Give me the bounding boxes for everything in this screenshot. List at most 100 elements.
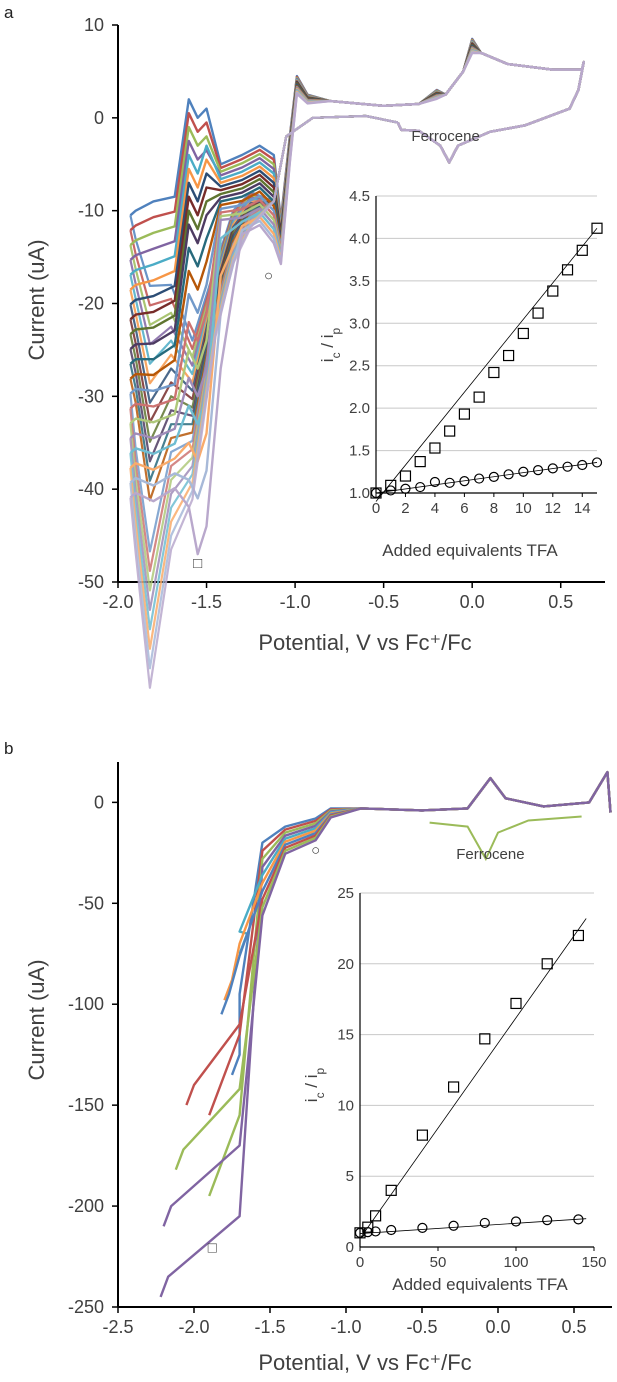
inset-b-fit-line-0: [359, 918, 587, 1239]
inset-b-ytick-label: 10: [337, 1097, 354, 1114]
inset-a-square-point: [399, 470, 412, 482]
chart-a-ytick-label: -50: [78, 572, 104, 592]
chart-b-xtick-label: -0.5: [406, 1317, 437, 1337]
inset-a-square-point: [488, 366, 500, 379]
chart-a-xtick-label: -0.5: [368, 592, 399, 612]
inset-b-bg: [360, 883, 614, 1251]
inset-b-ytick-label: 15: [337, 1027, 354, 1044]
inset-a-ytick-label: 1.0: [349, 485, 370, 502]
inset-b-circle-point: [370, 1226, 381, 1237]
inset-a-square-point: [547, 285, 559, 297]
chart-b-xtick-label: -1.0: [330, 1317, 361, 1337]
inset-b-ylabel: ic / ip: [302, 1067, 327, 1102]
inset-a-ylabel: ic / ip: [318, 327, 343, 362]
chart-b-annotation: Ferrocene: [456, 846, 524, 863]
inset-a-square-point: [414, 456, 426, 468]
inset-a-circle-point: [429, 476, 441, 488]
chart-a-series-20: [129, 51, 585, 556]
inset-b-square-point: [479, 1033, 491, 1045]
inset-b-circle-point: [542, 1214, 553, 1226]
inset-a-fit-line-1: [375, 462, 598, 494]
chart-a-ylabel: Current (uA): [24, 239, 49, 360]
inset-a-xtick-label: 8: [490, 500, 498, 517]
chart-b-annotation: □: [208, 1240, 217, 1257]
chart-a-inset: 1.0 1.5 2.0 2.5 3.0 3.5 4.0 4.5 0 2 4 6 8 10 12 14: [349, 186, 617, 517]
inset-b-square-point: [385, 1184, 397, 1196]
chart-b-xtick-label: -2.0: [178, 1317, 209, 1337]
inset-b-xtick-label: 150: [581, 1254, 606, 1271]
inset-a-ytick-label: 2.5: [349, 358, 370, 375]
inset-b-square-point: [416, 1129, 428, 1141]
chart-b-xtick-label: -1.5: [254, 1317, 285, 1337]
inset-a-ytick-label: 4.0: [349, 230, 370, 247]
panel-a-label: a: [4, 3, 14, 22]
inset-a-circle-point: [577, 459, 588, 471]
inset-a-xtick-label: 6: [460, 500, 468, 517]
chart-a-return-20: [129, 114, 399, 689]
chart-b-ytick-label: -250: [68, 1297, 104, 1317]
inset-b-xtick-label: 100: [503, 1254, 528, 1271]
chart-b-ferrocene-return: [429, 815, 582, 862]
inset-a-ytick-label: 2.0: [349, 400, 370, 417]
chart-a-ytick-label: -20: [78, 294, 104, 314]
inset-a-square-point: [385, 479, 397, 491]
inset-a-ytick-label: 1.5: [349, 443, 370, 460]
chart-a-ytick-label: -30: [78, 386, 104, 406]
inset-a-xtick-label: 14: [574, 500, 591, 517]
chart-a-annotation: ○: [264, 267, 273, 284]
inset-a-ytick-label: 4.5: [349, 188, 370, 205]
inset-a-ytick-label: 3.5: [349, 273, 370, 290]
chart-a-xtick-label: -1.5: [191, 592, 222, 612]
inset-a-square-point: [503, 349, 515, 362]
inset-a-square-point: [576, 244, 588, 256]
inset-a-circle-point: [532, 464, 544, 476]
inset-a-xtick-label: 4: [431, 500, 439, 517]
inset-a-circle-point: [547, 463, 558, 474]
inset-b-ytick-label: 5: [346, 1168, 354, 1185]
inset-b-square-point: [370, 1210, 382, 1222]
chart-b-xlabel: Potential, V vs Fc⁺/Fc: [258, 1350, 471, 1375]
chart-a-xtick-label: 0.5: [548, 592, 573, 612]
chart-a-xtick-label: -1.0: [280, 592, 311, 612]
inset-a-xtick-label: 12: [544, 500, 561, 517]
inset-b-square-point: [541, 958, 553, 970]
inset-a-circle-point: [370, 487, 382, 499]
inset-a-square-point: [591, 222, 603, 234]
inset-b-fit-line-1: [359, 1218, 587, 1234]
inset-b-circle-point: [354, 1227, 366, 1238]
inset-a-xtick-label: 0: [372, 500, 380, 517]
inset-a-circle-point: [503, 469, 514, 480]
inset-b-circle-point: [510, 1216, 522, 1227]
inset-b-circle-point: [362, 1227, 373, 1238]
chart-b-xtick-label: -2.5: [102, 1317, 133, 1337]
inset-a-bg: [376, 186, 617, 497]
inset-b-square-point: [510, 997, 522, 1010]
inset-a-ytick-label: 3.0: [349, 315, 370, 332]
inset-a-circle-point: [385, 485, 396, 496]
inset-a-square-point: [561, 264, 574, 276]
inset-a-circle-point: [415, 481, 426, 493]
inset-b-ytick-label: 20: [337, 956, 354, 973]
inset-a-circle-point: [444, 477, 455, 488]
inset-a-circle-point: [459, 476, 470, 487]
chart-b: -2.5 -2.0 -1.5 -1.0 -0.5 0.0 0.5 -250 -200 -150 -1…: [68, 762, 614, 1337]
chart-a: -2.0 -1.5 -1.0 -0.5 0.0 0.5 -50 -40 -30 -20 -10 0 10…: [78, 15, 617, 689]
inset-b-circle-point: [573, 1214, 584, 1225]
chart-b-series-10: [162, 770, 612, 1227]
chart-b-ylabel: Current (uA): [24, 959, 49, 1080]
chart-a-xlabel: Potential, V vs Fc⁺/Fc: [258, 630, 471, 655]
inset-a-square-point: [517, 327, 529, 340]
inset-b-ytick-label: 0: [346, 1239, 354, 1256]
chart-b-xtick-label: 0.5: [561, 1317, 586, 1337]
inset-a-circle-point: [518, 466, 529, 477]
inset-b-circle-point: [479, 1217, 490, 1229]
inset-a-square-point: [458, 408, 470, 420]
chart-b-ytick-label: 0: [94, 792, 104, 812]
inset-a-circle-point: [562, 461, 573, 472]
inset-a-xtick-label: 10: [515, 500, 532, 517]
inset-a-square-point: [473, 391, 485, 403]
inset-b-circle-point: [448, 1220, 459, 1231]
inset-a-xlabel: Added equivalents TFA: [382, 541, 558, 560]
inset-a-square-point: [429, 442, 441, 454]
